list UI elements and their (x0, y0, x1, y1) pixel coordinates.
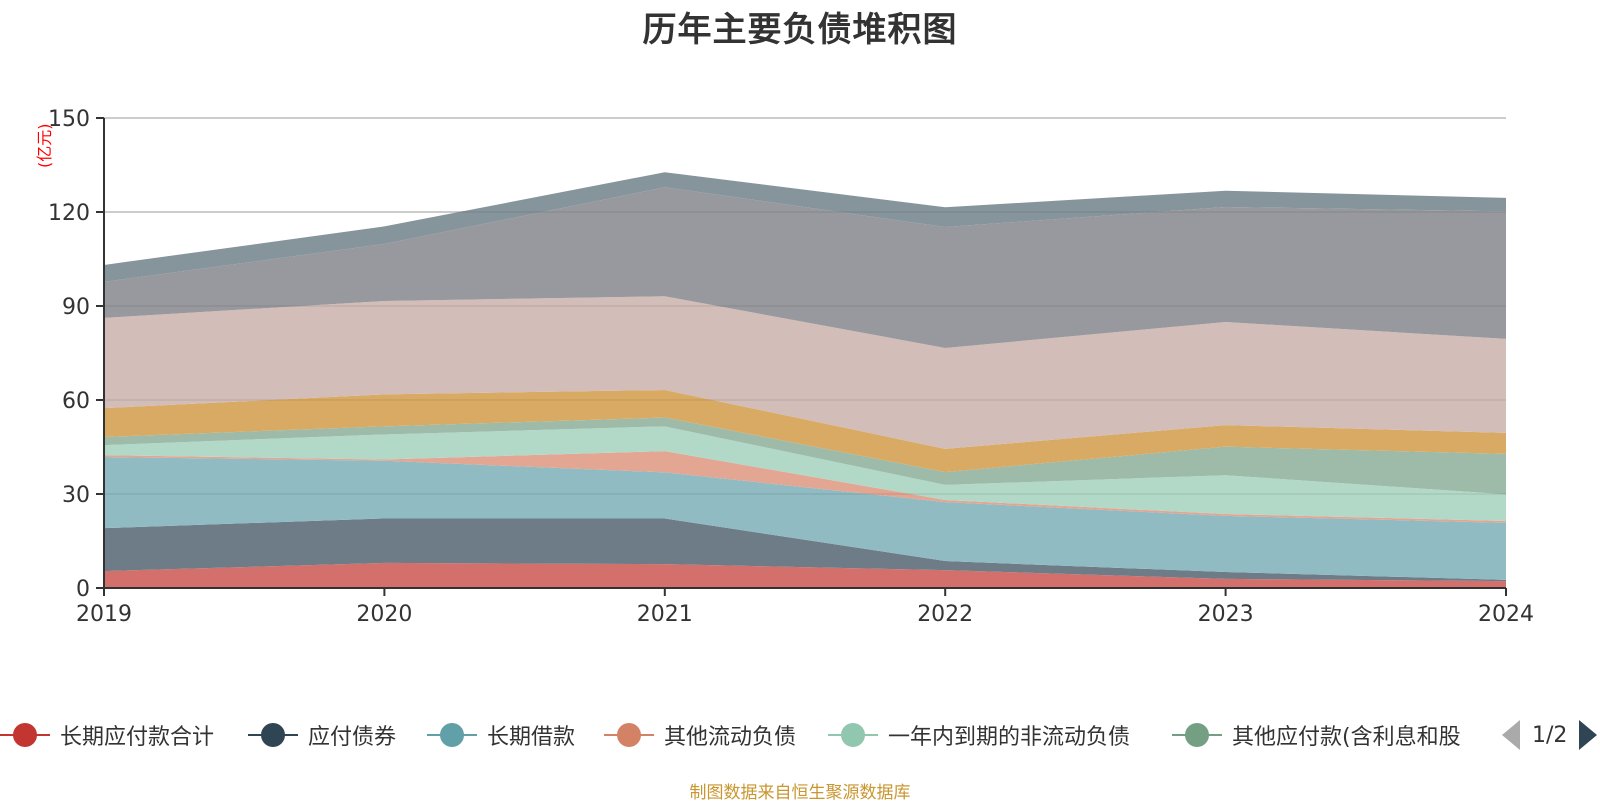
legend-label: 长期应付款合计 (60, 725, 215, 750)
legend-symbol-icon (248, 722, 298, 748)
y-tick-label: 0 (76, 577, 90, 602)
x-tick-label: 2022 (917, 602, 973, 627)
stacked-area-chart: 0 30 60 90 120 150 2019 2020 2021 2022 2023 2024 (48, 107, 1534, 627)
area-series (104, 296, 1506, 449)
chart-title: 历年主要负债堆积图 (642, 10, 958, 50)
legend-label: 一年内到期的非流动负债 (888, 725, 1131, 750)
legend-symbol-icon (604, 722, 654, 748)
legend-label: 应付债券 (308, 725, 397, 750)
area-series (104, 518, 1506, 582)
data-source-note: 制图数据来自恒生聚源数据库 (689, 783, 911, 803)
y-tick-label: 60 (62, 389, 90, 414)
area-series (104, 417, 1506, 495)
legend: 长期应付款合计 应付债券 长期借款 其他流动负债 一年内到期的非流动负债 其他应… (0, 715, 1600, 755)
area-series (104, 451, 1506, 523)
area-series (104, 426, 1506, 521)
area-series (104, 172, 1506, 282)
legend-item[interactable]: 长期应付款合计 (0, 715, 214, 755)
legend-label: 其他流动负债 (664, 725, 797, 750)
legend-item[interactable]: 其他应付款(含利息和股 (1172, 715, 1461, 755)
area-series (104, 457, 1506, 580)
x-tick-label: 2021 (637, 602, 693, 627)
legend-label: 长期借款 (487, 725, 576, 750)
area-series (104, 389, 1506, 473)
x-tick-label: 2024 (1478, 602, 1534, 627)
y-tick-label: 120 (48, 201, 90, 226)
x-tick-label: 2023 (1198, 602, 1254, 627)
y-tick-label: 90 (62, 295, 90, 320)
legend-item[interactable]: 其他流动负债 (604, 715, 796, 755)
area-series (104, 562, 1506, 588)
legend-item[interactable]: 一年内到期的非流动负债 (828, 715, 1130, 755)
y-axis-unit-label: (亿元) (35, 124, 54, 169)
legend-next-page-icon[interactable] (1579, 720, 1598, 750)
legend-item[interactable]: 应付债券 (248, 715, 396, 755)
legend-label: 其他应付款(含利息和股 (1232, 725, 1461, 750)
legend-symbol-icon (0, 722, 50, 748)
x-tick-label: 2020 (356, 602, 412, 627)
axes: 0 30 60 90 120 150 2019 2020 2021 2022 2023 2024 (48, 107, 1534, 627)
y-tick-label: 150 (48, 107, 90, 132)
legend-pager: 1/2 (1502, 715, 1598, 755)
area-series-group (104, 117, 1506, 588)
legend-prev-page-icon[interactable] (1502, 720, 1520, 750)
legend-page-indicator: 1/2 (1532, 722, 1568, 748)
y-axis-unit-text: (亿元) (35, 124, 54, 169)
legend-item[interactable]: 长期借款 (427, 715, 575, 755)
x-tick-label: 2019 (76, 602, 132, 627)
legend-symbol-icon (1172, 722, 1222, 748)
y-tick-label: 30 (62, 483, 90, 508)
area-series (104, 187, 1506, 348)
legend-symbol-icon (427, 722, 477, 748)
legend-symbol-icon (828, 722, 878, 748)
